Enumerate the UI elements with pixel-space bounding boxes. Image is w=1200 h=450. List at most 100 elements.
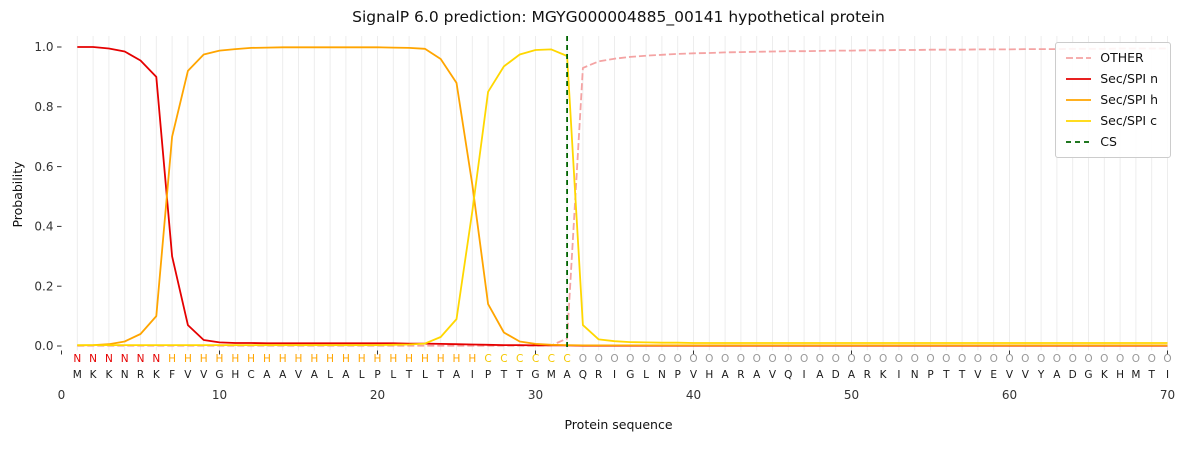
residue-label: O xyxy=(610,353,618,365)
sequence-letter: I xyxy=(803,369,806,381)
sequence-letter: K xyxy=(153,369,161,381)
legend-label-sec-spi-h: Sec/SPI h xyxy=(1100,92,1158,107)
sequence-letter: R xyxy=(137,369,144,381)
residue-label: O xyxy=(1100,353,1108,365)
y-tick-label: 0.0 xyxy=(34,339,53,353)
legend-label-cs: CS xyxy=(1100,134,1117,149)
residue-label: H xyxy=(468,353,476,365)
residue-label: O xyxy=(879,353,887,365)
sequence-letter: P xyxy=(675,369,681,381)
x-tick-label: 10 xyxy=(212,388,227,402)
sequence-letter: L xyxy=(643,369,649,381)
sequence-letter: K xyxy=(880,369,888,381)
residue-label: O xyxy=(847,353,855,365)
residue-label: H xyxy=(231,353,239,365)
residue-label: H xyxy=(216,353,224,365)
residue-label: H xyxy=(263,353,271,365)
sequence-letter: L xyxy=(390,369,396,381)
residue-label: N xyxy=(152,353,160,365)
sequence-letter: A xyxy=(753,369,761,381)
y-tick-label: 0.8 xyxy=(34,100,53,114)
sequence-letter: I xyxy=(613,369,616,381)
residue-label: C xyxy=(563,353,570,365)
residue-label: O xyxy=(1021,353,1029,365)
sequence-letter: G xyxy=(215,369,223,381)
residue-label: O xyxy=(753,353,761,365)
sequence-letter: M xyxy=(1131,369,1140,381)
legend-line-sec-spi-c-icon xyxy=(1066,120,1092,122)
gridlines xyxy=(76,36,1168,351)
sequence-letter: V xyxy=(184,369,192,381)
y-tick-label: 0.6 xyxy=(34,160,53,174)
residue-label: H xyxy=(374,353,382,365)
residue-label: O xyxy=(1069,353,1077,365)
residue-label: O xyxy=(674,353,682,365)
sequence-letter: D xyxy=(1069,369,1077,381)
x-axis-label: Protein sequence xyxy=(564,417,673,432)
sequence-letter: H xyxy=(1116,369,1124,381)
sequence-letter: V xyxy=(974,369,982,381)
sequence-letter: E xyxy=(990,369,997,381)
sequence-letter: A xyxy=(279,369,287,381)
residue-label: H xyxy=(200,353,208,365)
sequence-letter: V xyxy=(690,369,698,381)
residue-label: H xyxy=(437,353,445,365)
residue-label: O xyxy=(705,353,713,365)
series-line-sec-spi-h xyxy=(77,46,1168,347)
residue-label: N xyxy=(89,353,97,365)
sequence-letter: M xyxy=(547,369,556,381)
sequence-letter: A xyxy=(816,369,824,381)
series-line-other xyxy=(77,47,1168,347)
y-tick-label: 1.0 xyxy=(34,40,53,54)
y-tick-label: 0.2 xyxy=(34,279,53,293)
sequence-letter: V xyxy=(769,369,777,381)
residue-label: H xyxy=(342,353,350,365)
residue-label: H xyxy=(389,353,397,365)
legend-item-other: OTHER xyxy=(1065,51,1158,65)
residue-label: H xyxy=(358,353,366,365)
residue-label: C xyxy=(500,353,507,365)
y-tick-label: 0.4 xyxy=(34,220,53,234)
sequence-letter: V xyxy=(1022,369,1030,381)
residue-label: O xyxy=(658,353,666,365)
residue-label: O xyxy=(1084,353,1092,365)
sequence-letter: I xyxy=(897,369,900,381)
series-line-sec-spi-c xyxy=(77,48,1168,347)
legend-label-other: OTHER xyxy=(1100,50,1144,65)
residue-label: O xyxy=(1053,353,1061,365)
residue-label: H xyxy=(310,353,318,365)
sequence-letter: Q xyxy=(784,369,792,381)
sequence-letter: V xyxy=(1006,369,1014,381)
sequence-letter: M xyxy=(73,369,82,381)
residue-label: O xyxy=(911,353,919,365)
sequence-letter: A xyxy=(263,369,271,381)
legend-label-sec-spi-n: Sec/SPI n xyxy=(1100,71,1158,86)
legend-label-sec-spi-c: Sec/SPI c xyxy=(1100,113,1157,128)
residue-label: H xyxy=(405,353,413,365)
sequence-letter: T xyxy=(405,369,413,381)
residue-label: O xyxy=(895,353,903,365)
residue-label: O xyxy=(595,353,603,365)
residue-label: H xyxy=(279,353,287,365)
legend-item-sec-spi-n: Sec/SPI n xyxy=(1065,72,1158,86)
legend-item-sec-spi-h: Sec/SPI h xyxy=(1065,93,1158,107)
x-tick-label: 40 xyxy=(686,388,701,402)
x-axis-ticks: 0 10 20 30 40 50 60 70 xyxy=(58,350,1175,402)
sequence-letter: N xyxy=(911,369,919,381)
residue-label: O xyxy=(800,353,808,365)
residue-label: O xyxy=(832,353,840,365)
legend-line-other-icon xyxy=(1066,57,1092,59)
residue-label: H xyxy=(453,353,461,365)
residue-label: O xyxy=(958,353,966,365)
sequence-letter: G xyxy=(626,369,634,381)
residue-label: O xyxy=(942,353,950,365)
sequence-letter: A xyxy=(453,369,461,381)
residue-label: O xyxy=(863,353,871,365)
x-tick-label: 0 xyxy=(58,388,66,402)
residue-label: O xyxy=(579,353,587,365)
residue-label: N xyxy=(105,353,113,365)
residue-label: O xyxy=(990,353,998,365)
